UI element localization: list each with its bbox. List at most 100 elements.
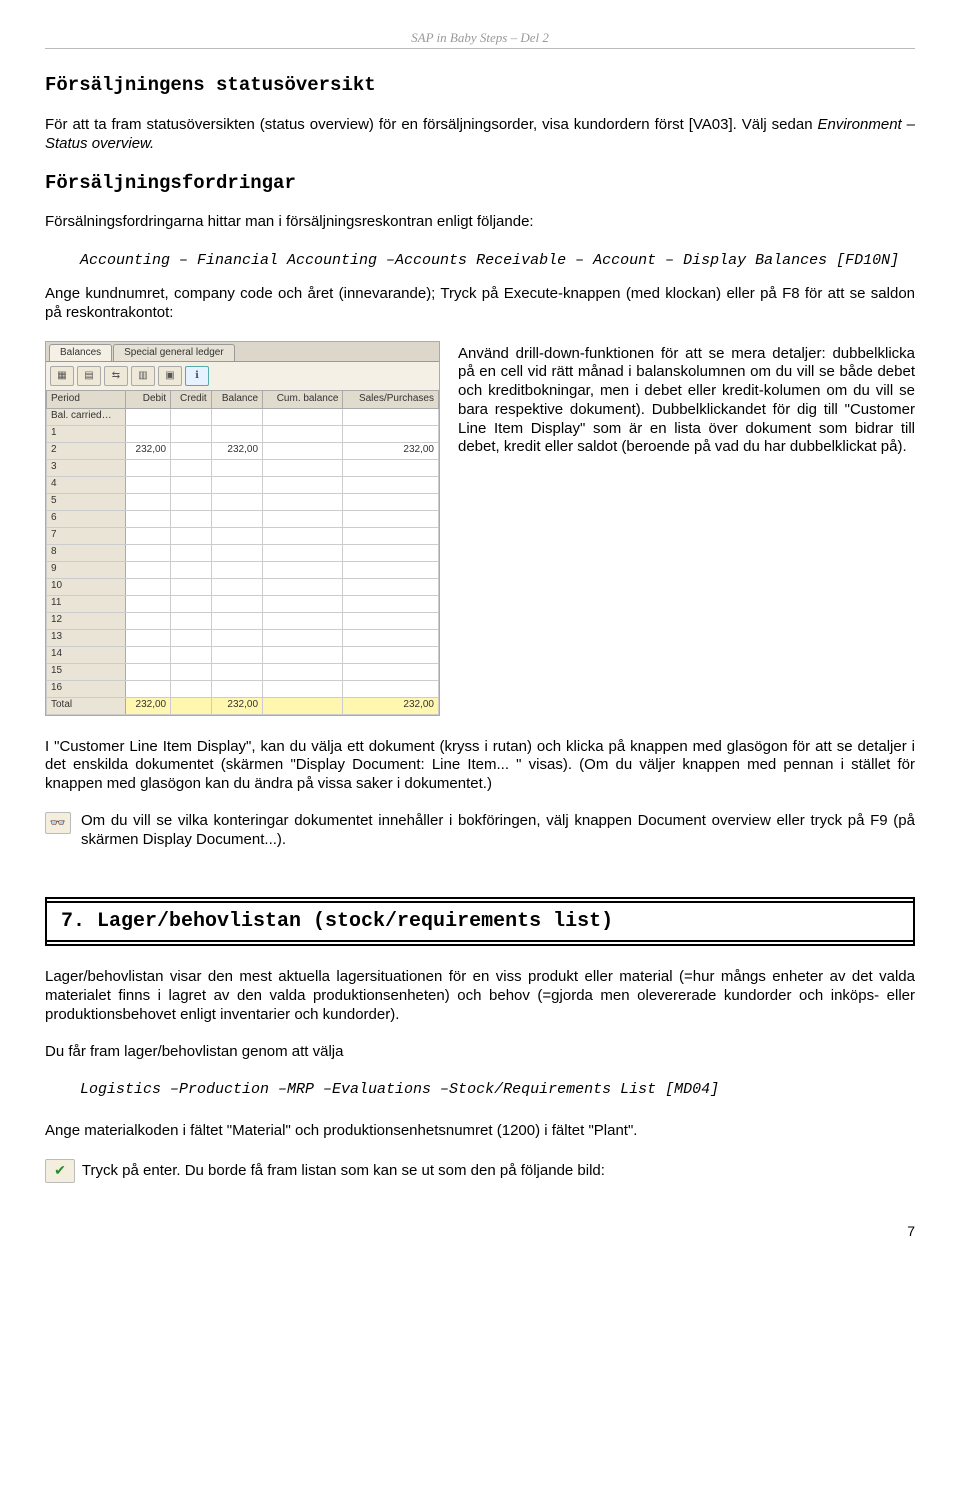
- tool-btn[interactable]: ⇆: [104, 366, 128, 386]
- cell-cum[interactable]: [263, 595, 343, 612]
- cell-credit[interactable]: [171, 527, 212, 544]
- cell-balance[interactable]: [211, 629, 262, 646]
- cell-sp[interactable]: [343, 510, 439, 527]
- tool-btn[interactable]: ▣: [158, 366, 182, 386]
- table-row[interactable]: 5: [47, 493, 439, 510]
- cell-cum[interactable]: [263, 408, 343, 425]
- cell-balance[interactable]: [211, 476, 262, 493]
- cell-credit[interactable]: [171, 459, 212, 476]
- table-row[interactable]: 4: [47, 476, 439, 493]
- table-row[interactable]: 2232,00232,00232,00: [47, 442, 439, 459]
- cell-debit[interactable]: [126, 459, 171, 476]
- cell-cum[interactable]: [263, 578, 343, 595]
- cell-cum[interactable]: [263, 663, 343, 680]
- table-row[interactable]: 16: [47, 680, 439, 697]
- cell-sp[interactable]: 232,00: [343, 442, 439, 459]
- cell-debit[interactable]: [126, 629, 171, 646]
- cell-cum[interactable]: [263, 493, 343, 510]
- cell-balance[interactable]: 232,00: [211, 442, 262, 459]
- cell-balance[interactable]: [211, 595, 262, 612]
- cell-balance[interactable]: [211, 612, 262, 629]
- table-row[interactable]: 1: [47, 425, 439, 442]
- cell-sp[interactable]: [343, 595, 439, 612]
- cell-cum[interactable]: [263, 425, 343, 442]
- table-row[interactable]: 7: [47, 527, 439, 544]
- cell-cum[interactable]: [263, 459, 343, 476]
- cell-debit[interactable]: [126, 663, 171, 680]
- cell-cum[interactable]: [263, 476, 343, 493]
- cell-credit[interactable]: [171, 408, 212, 425]
- cell-debit[interactable]: [126, 561, 171, 578]
- tool-btn[interactable]: ▤: [77, 366, 101, 386]
- tool-btn[interactable]: ▥: [131, 366, 155, 386]
- cell-credit[interactable]: [171, 595, 212, 612]
- table-row[interactable]: 14: [47, 646, 439, 663]
- cell-sp[interactable]: [343, 527, 439, 544]
- cell-cum[interactable]: [263, 442, 343, 459]
- cell-credit[interactable]: [171, 493, 212, 510]
- cell-cum[interactable]: [263, 561, 343, 578]
- cell-balance[interactable]: [211, 425, 262, 442]
- cell-debit[interactable]: [126, 646, 171, 663]
- cell-cum[interactable]: [263, 510, 343, 527]
- table-row[interactable]: 9: [47, 561, 439, 578]
- cell-credit[interactable]: [171, 578, 212, 595]
- cell-debit[interactable]: [126, 408, 171, 425]
- cell-credit[interactable]: [171, 510, 212, 527]
- cell-sp[interactable]: [343, 408, 439, 425]
- cell-cum[interactable]: [263, 646, 343, 663]
- cell-credit[interactable]: [171, 646, 212, 663]
- cell-debit[interactable]: [126, 527, 171, 544]
- cell-credit[interactable]: [171, 561, 212, 578]
- cell-balance[interactable]: [211, 561, 262, 578]
- cell-credit[interactable]: [171, 442, 212, 459]
- table-row[interactable]: 6: [47, 510, 439, 527]
- cell-credit[interactable]: [171, 629, 212, 646]
- cell-sp[interactable]: [343, 459, 439, 476]
- cell-balance[interactable]: [211, 408, 262, 425]
- cell-cum[interactable]: [263, 680, 343, 697]
- tab-balances[interactable]: Balances: [49, 344, 112, 362]
- cell-balance[interactable]: [211, 663, 262, 680]
- cell-cum[interactable]: [263, 544, 343, 561]
- cell-balance[interactable]: [211, 527, 262, 544]
- cell-debit[interactable]: [126, 425, 171, 442]
- cell-debit[interactable]: [126, 612, 171, 629]
- cell-sp[interactable]: [343, 612, 439, 629]
- cell-sp[interactable]: [343, 544, 439, 561]
- cell-debit[interactable]: [126, 493, 171, 510]
- cell-sp[interactable]: [343, 493, 439, 510]
- cell-debit[interactable]: [126, 595, 171, 612]
- cell-sp[interactable]: [343, 476, 439, 493]
- cell-balance[interactable]: [211, 510, 262, 527]
- cell-sp[interactable]: [343, 561, 439, 578]
- cell-sp[interactable]: [343, 646, 439, 663]
- table-row[interactable]: 11: [47, 595, 439, 612]
- cell-sp[interactable]: [343, 425, 439, 442]
- cell-credit[interactable]: [171, 476, 212, 493]
- cell-debit[interactable]: [126, 578, 171, 595]
- table-row[interactable]: 3: [47, 459, 439, 476]
- cell-debit[interactable]: 232,00: [126, 442, 171, 459]
- cell-sp[interactable]: [343, 629, 439, 646]
- cell-debit[interactable]: [126, 510, 171, 527]
- cell-balance[interactable]: [211, 646, 262, 663]
- cell-cum[interactable]: [263, 527, 343, 544]
- info-icon[interactable]: ℹ: [185, 366, 209, 386]
- cell-balance[interactable]: [211, 578, 262, 595]
- cell-balance[interactable]: [211, 544, 262, 561]
- tool-btn[interactable]: ▦: [50, 366, 74, 386]
- tab-special-gl[interactable]: Special general ledger: [113, 344, 235, 362]
- table-row[interactable]: 10: [47, 578, 439, 595]
- cell-balance[interactable]: [211, 680, 262, 697]
- cell-credit[interactable]: [171, 663, 212, 680]
- cell-credit[interactable]: [171, 544, 212, 561]
- cell-credit[interactable]: [171, 680, 212, 697]
- cell-credit[interactable]: [171, 612, 212, 629]
- cell-debit[interactable]: [126, 476, 171, 493]
- cell-sp[interactable]: [343, 663, 439, 680]
- cell-sp[interactable]: [343, 578, 439, 595]
- table-row[interactable]: 12: [47, 612, 439, 629]
- table-row[interactable]: 8: [47, 544, 439, 561]
- cell-sp[interactable]: [343, 680, 439, 697]
